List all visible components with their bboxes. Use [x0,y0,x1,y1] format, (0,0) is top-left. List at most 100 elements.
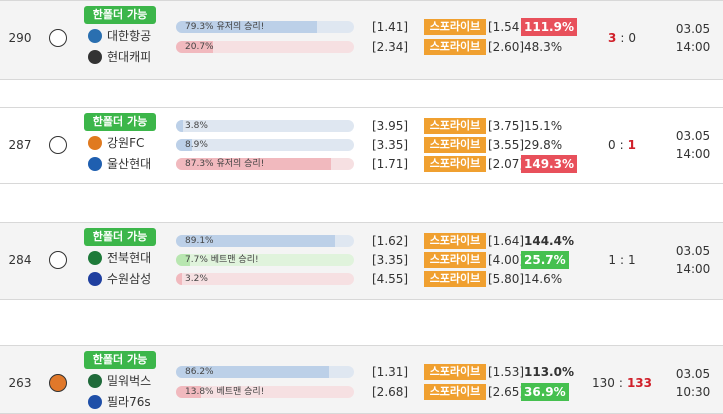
bar-track: 3.8% [176,120,354,132]
bar [176,273,182,285]
bar-track: 79.3% 유저의 승리! [176,21,354,33]
live-badge: 스포라이브 [424,156,486,172]
live-odds: [3.75] [488,119,525,133]
team-name: 수원삼성 [107,272,152,286]
bar [176,235,335,247]
team-name: 강원FC [107,136,145,150]
rate: 25.7% [521,251,569,269]
bar-track: 8.9% [176,139,354,151]
time: 14:00 [675,147,711,161]
odds: [1.31] [372,365,409,379]
date: 03.05 [675,129,711,143]
bar-track: 3.2% [176,273,354,285]
sport-icon [49,136,67,154]
bar-track: 20.7% [176,41,354,53]
time: 10:30 [675,385,711,399]
odds: [1.62] [372,234,409,248]
bar-label: 20.7% [185,42,214,52]
row-id: 263 [8,376,32,390]
odds: [1.41] [372,20,409,34]
live-badge: 스포라이브 [424,384,486,400]
team-logo [88,157,102,171]
odds: [3.35] [372,138,409,152]
odds: [3.35] [372,253,409,267]
bar-track: 86.2% [176,366,354,378]
team-name: 대한항공 [107,29,152,43]
bar [176,21,318,33]
team-logo [88,251,102,265]
row [0,222,723,300]
bar [176,139,192,151]
bar [176,120,183,132]
live-badge: 스포라이브 [424,39,486,55]
team-name: 필라76s [107,395,151,409]
team-name: 현대캐피 [107,50,152,64]
bar [176,254,190,266]
live-badge: 스포라이브 [424,271,486,287]
live-odds: [2.65] [488,385,525,399]
team-logo [88,374,102,388]
bar-label: 79.3% 유저의 승리! [185,22,265,32]
bar-label: 7.7% 베트맨 승리! [185,255,259,265]
team-logo [88,272,102,286]
rate: 113.0% [524,365,574,379]
sport-icon [49,29,67,47]
score-home: 0 [607,138,616,152]
bar-track: 13.8% 베트맨 승리! [176,386,354,398]
live-odds: [4.00] [488,253,525,267]
rate: 36.9% [521,383,569,401]
live-odds: [1.53] [488,365,525,379]
rate: 14.6% [524,272,563,286]
bar-label: 3.8% [185,121,208,131]
rate: 48.3% [524,40,563,54]
team-name: 밀워벅스 [107,374,152,388]
fold-badge: 한폴더 가능 [84,228,156,246]
bar-label: 86.2% [185,367,214,377]
live-odds: [2.07] [488,157,525,171]
sport-icon [49,251,67,269]
live-badge: 스포라이브 [424,233,486,249]
bar [176,41,213,53]
bar-label: 8.9% [185,140,208,150]
bar [176,386,201,398]
bar-label: 89.1% [185,236,214,246]
score: 0:1 [580,137,664,153]
odds: [1.71] [372,157,409,171]
rate: 15.1% [524,119,563,133]
score-away: 133 [626,376,652,390]
score: 1:1 [580,252,664,268]
fold-badge: 한폴더 가능 [84,351,156,369]
rate: 144.4% [524,234,574,248]
score-home: 1 [608,253,616,267]
row-id: 290 [8,31,32,45]
bar-label: 3.2% [185,274,208,284]
bar [176,158,332,170]
odds: [2.34] [372,40,409,54]
score: 3:0 [580,30,664,46]
rate: 149.3% [521,155,577,173]
team-logo [88,395,102,409]
odds: [3.95] [372,119,409,133]
bar-label: 87.3% 유저의 승리! [185,159,265,169]
rate: 29.8% [524,138,563,152]
live-odds: [2.60] [488,40,525,54]
time: 14:00 [675,262,711,276]
live-badge: 스포라이브 [424,137,486,153]
bar [176,366,330,378]
odds: [2.68] [372,385,409,399]
live-odds: [5.80] [488,272,525,286]
live-odds: [1.64] [488,234,525,248]
score-sep: : [620,31,625,45]
rate: 111.9% [521,18,577,36]
score-home: 3 [607,31,617,45]
score: 130:133 [580,375,664,391]
bar-track: 87.3% 유저의 승리! [176,158,354,170]
score-away: 1 [627,138,637,152]
time: 14:00 [675,40,711,54]
date: 03.05 [675,244,711,258]
score-home: 130 [591,376,615,390]
score-sep: : [619,138,624,152]
team-logo [88,136,102,150]
score-away: 1 [628,253,636,267]
fold-badge: 한폴더 가능 [84,113,156,131]
